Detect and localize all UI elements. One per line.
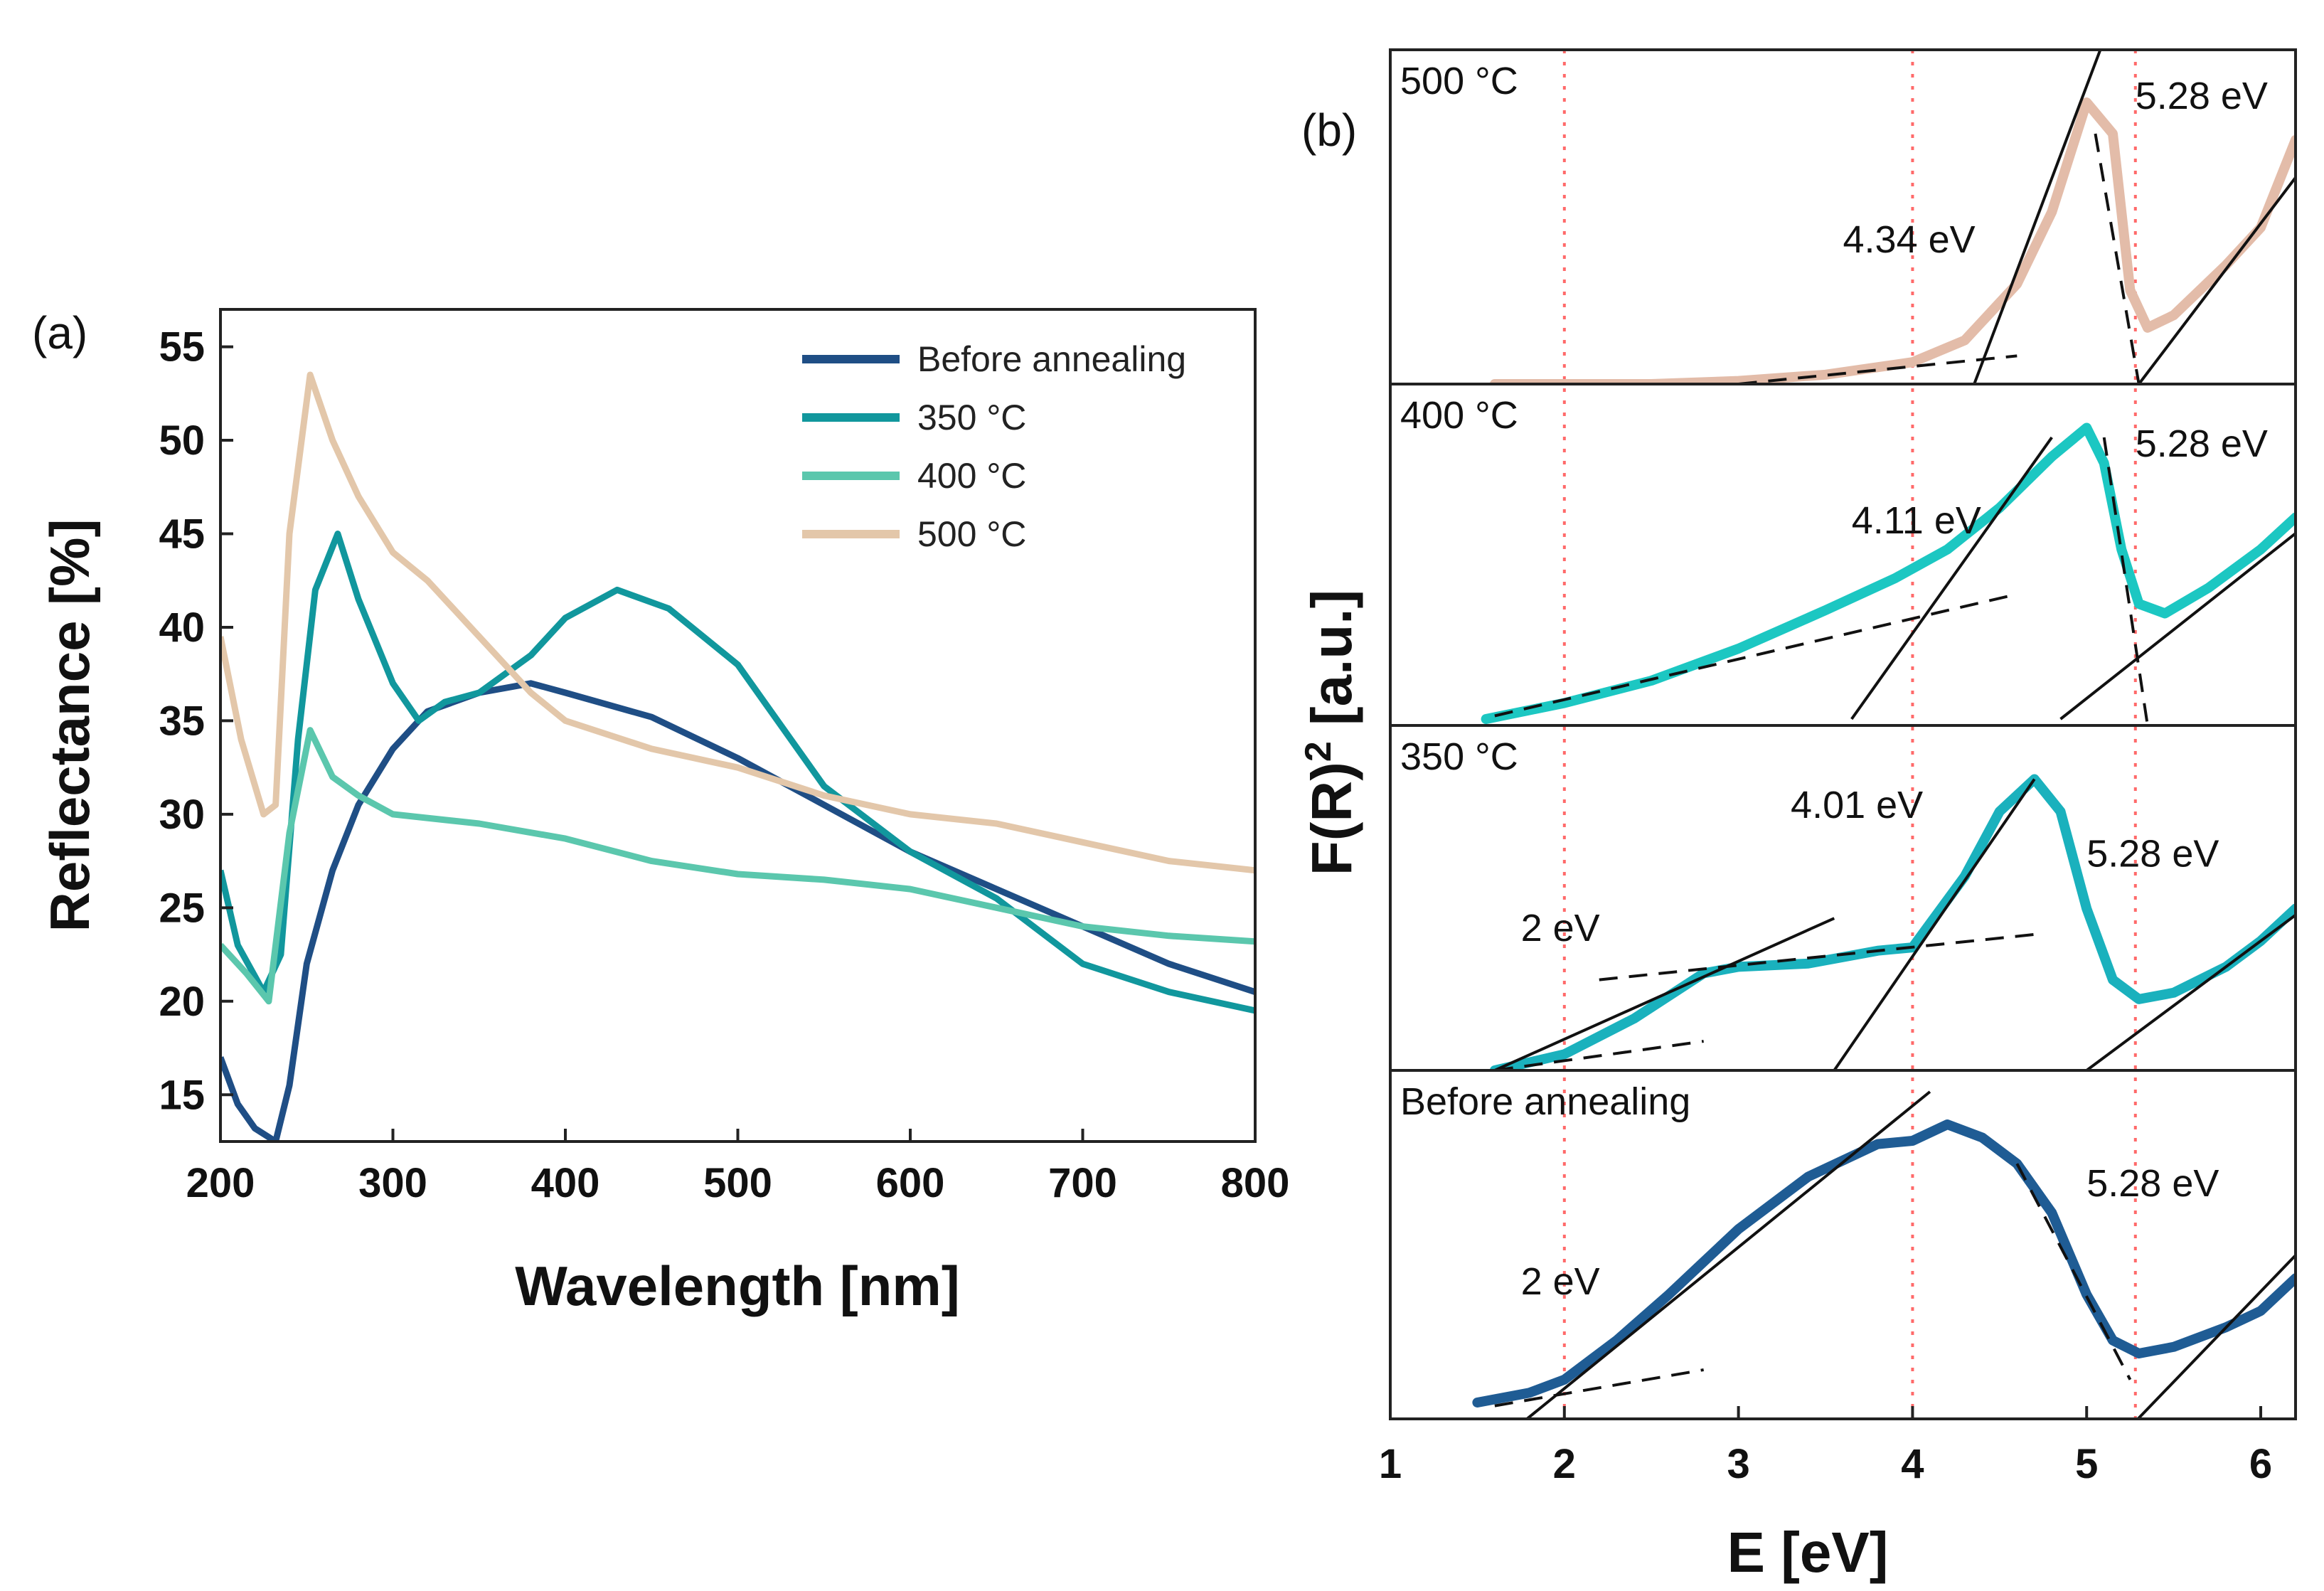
y-tick-label: 45 — [159, 511, 205, 558]
x-tick-label: 300 — [358, 1160, 427, 1206]
x-tick-label: 400 — [531, 1160, 600, 1206]
energy-annotation: 5.28 eV — [2086, 1162, 2219, 1205]
tangent-solid-line — [2138, 176, 2296, 384]
panel-a-legend: Before annealing 350 °C 400 °C 500 °C — [802, 339, 1186, 554]
energy-annotation: 4.01 eV — [1791, 784, 1923, 826]
subpanel-350-c: 350 °C 2 eV 4.01 eV 5.28 eV — [1389, 724, 2297, 1072]
x-tick-label: 700 — [1048, 1160, 1117, 1206]
tangent-solid-line — [2136, 1254, 2296, 1419]
subpanel-500-c: 500 °C 4.34 eV 5.28 eV — [1389, 48, 2297, 385]
panel-a-x-ticks: 200 300 400 500 600 700 800 — [186, 1129, 1290, 1206]
y-tick-label: 35 — [159, 698, 205, 744]
panel-a-series-lines — [220, 371, 1255, 1142]
subpanel-before-annealing: Before annealing 2 eV 5.28 eV — [1389, 1069, 2297, 1420]
panel-b-x-axis-label: E [eV] — [1727, 1521, 1889, 1584]
subpanel-400-c: 400 °C 4.11 eV 5.28 eV — [1389, 383, 2297, 727]
tangent-solid-line — [1973, 50, 2102, 384]
series-line-500-c — [220, 371, 1255, 874]
tangent-solid-line — [2086, 913, 2296, 1070]
subpanel-label: 400 °C — [1400, 394, 1518, 437]
tangent-solid-line — [1525, 1090, 1931, 1419]
tangent-solid-line — [1833, 778, 2036, 1070]
series-line-400-c — [220, 727, 1255, 1005]
curve-350-c — [1489, 774, 2296, 1070]
curve-400-c — [1481, 422, 2296, 724]
tangent-dashed-line — [2015, 1163, 2132, 1380]
legend-label-500-c: 500 °C — [917, 514, 1026, 554]
panel-b-subpanels: 500 °C 4.34 eV 5.28 eV 400 °C 4.11 eV 5.28 eV… — [1389, 48, 2297, 1420]
x-tick-label: 2 — [1553, 1441, 1576, 1487]
y-tick-label: 20 — [159, 979, 205, 1025]
panel-a-x-axis-label: Wavelength [nm] — [515, 1255, 959, 1317]
tangent-dashed-line — [2094, 133, 2141, 384]
panel-a-reflectance-chart: (a) 200 300 400 500 600 700 800 15 20 25 30 35 40 45… — [32, 307, 1289, 1317]
energy-annotation: 5.28 eV — [2136, 422, 2268, 465]
x-tick-label: 600 — [876, 1160, 945, 1206]
panel-a-plot-area — [220, 371, 1255, 1142]
panel-b-x-ticks: 1 2 3 4 5 6 — [1379, 1406, 2272, 1487]
tangent-solid-line — [1850, 436, 2053, 720]
x-tick-label: 1 — [1379, 1441, 1402, 1487]
tangent-dashed-line — [1494, 1368, 1704, 1408]
panel-b-label: (b) — [1301, 105, 1357, 156]
tangent-dashed-line — [1738, 354, 2017, 384]
energy-annotation: 5.28 eV — [2136, 75, 2268, 117]
panel-a-y-axis-label: Reflectance [%] — [38, 519, 101, 932]
tangent-dashed-line — [1494, 592, 2017, 718]
x-tick-label: 4 — [1901, 1441, 1924, 1487]
energy-annotation: 4.34 eV — [1843, 218, 1976, 261]
x-tick-label: 3 — [1727, 1441, 1749, 1487]
tangent-dashed-line — [1494, 1040, 1704, 1070]
subpanel-label: 500 °C — [1400, 60, 1518, 102]
y-tick-label: 40 — [159, 605, 205, 651]
panel-a-frame — [219, 308, 1257, 1143]
y-tick-label: 55 — [159, 324, 205, 371]
x-tick-label: 200 — [186, 1160, 255, 1206]
x-tick-label: 800 — [1221, 1160, 1290, 1206]
legend-label-400-c: 400 °C — [917, 456, 1026, 496]
panel-a-label: (a) — [32, 307, 87, 358]
x-tick-label: 6 — [2249, 1441, 2272, 1487]
legend-label-350-c: 350 °C — [917, 398, 1026, 437]
tangent-solid-line — [1494, 917, 1835, 1070]
energy-annotation: 2 eV — [1521, 907, 1600, 949]
subpanel-frame — [1389, 1069, 2297, 1420]
tangent-solid-line — [2059, 532, 2296, 720]
x-tick-label: 500 — [703, 1160, 772, 1206]
y-tick-label: 15 — [159, 1072, 205, 1118]
panel-b-kubelka-munk-chart: (b) 500 °C 4.34 eV 5.28 eV 400 °C 4.11 eV 5.2… — [1298, 48, 2297, 1584]
y-tick-label: 50 — [159, 417, 205, 464]
curve-before-annealing — [1472, 1119, 2296, 1408]
energy-annotation: 4.11 eV — [1852, 499, 1981, 542]
y-tick-label: 30 — [159, 792, 205, 838]
energy-annotation: 5.28 eV — [2086, 832, 2219, 875]
subpanel-label: Before annealing — [1400, 1080, 1690, 1123]
y-tick-label: 25 — [159, 885, 205, 931]
energy-annotation: 2 eV — [1521, 1260, 1600, 1303]
panel-b-y-axis-label: F(R)2 [a.u.] — [1298, 590, 1363, 876]
panel-b-y-axis-label-sup: 2 — [1298, 741, 1339, 762]
panel-b-y-axis-label-unit: [a.u.] — [1300, 590, 1363, 741]
legend-label-before-annealing: Before annealing — [917, 339, 1186, 379]
series-line-before-annealing — [220, 680, 1255, 1142]
subpanel-label: 350 °C — [1400, 735, 1518, 778]
panel-b-y-axis-label-main: F(R) — [1300, 762, 1363, 876]
panel-a-y-ticks: 15 20 25 30 35 40 45 50 55 — [159, 324, 233, 1118]
subpanel-frame — [1389, 724, 2297, 1072]
curve-500-c — [1489, 97, 2296, 384]
x-tick-label: 5 — [2075, 1441, 2098, 1487]
tangent-dashed-line — [1599, 932, 2035, 981]
tangent-dashed-line — [2102, 437, 2149, 725]
